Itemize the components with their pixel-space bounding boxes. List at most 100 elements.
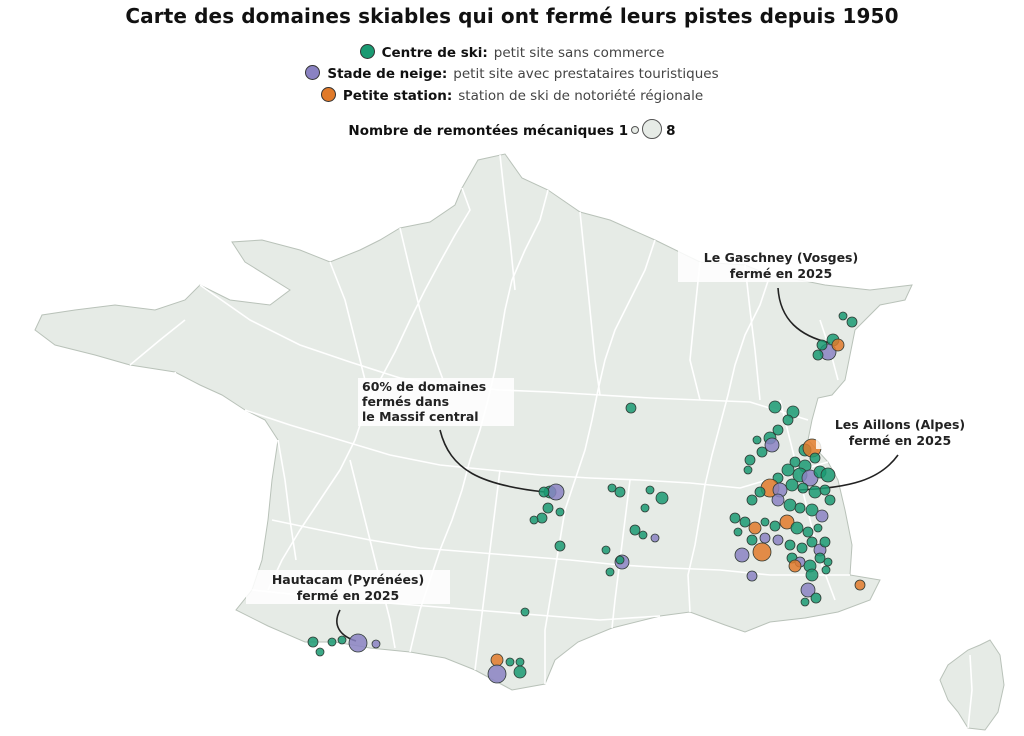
centre-de-ski-marker: [805, 503, 819, 517]
centre-de-ski-marker: [821, 565, 831, 575]
centre-de-ski-marker: [327, 637, 337, 647]
centre-de-ski-marker: [538, 486, 550, 498]
stade-de-neige-marker: [547, 483, 565, 501]
annotation-hautacam-line2: fermé en 2025: [297, 588, 399, 603]
centre-de-ski-marker: [814, 552, 826, 564]
legend-item-stade-de-neige: Stade de neige: petit site avec prestatai…: [0, 65, 1024, 82]
department-borders: [129, 154, 973, 729]
centre-de-ski-marker: [536, 512, 548, 524]
centre-de-ski-marker: [555, 507, 565, 517]
centre-de-ski-marker: [796, 542, 808, 554]
massif-leader: [439, 429, 546, 493]
stade-de-neige-marker: [815, 509, 829, 523]
annotation-aillons-line1: Les Aillons (Alpes): [835, 417, 965, 432]
centre-de-ski-marker: [819, 536, 831, 548]
centre-de-ski-marker: [812, 349, 824, 361]
centre-de-ski-marker: [307, 636, 319, 648]
map-title: Carte des domaines skiables qui ont ferm…: [125, 4, 899, 28]
centre-de-ski-marker: [790, 521, 804, 535]
annotation-massif-line3: le Massif central: [362, 409, 479, 424]
centre-de-ski-marker: [823, 557, 833, 567]
legend-description: petit site avec prestataires touristique…: [453, 66, 719, 82]
centre-de-ski-marker: [752, 435, 762, 445]
legend-description: station de ski de notoriété régionale: [458, 88, 704, 104]
centre-de-ski-marker: [789, 456, 801, 468]
centre-de-ski-marker: [629, 524, 641, 536]
petite-station-marker: [831, 338, 845, 352]
legend-label: Petite station:: [342, 88, 453, 104]
centre-de-ski-marker: [729, 512, 741, 524]
centre-de-ski-marker: [820, 467, 836, 483]
petite-station-marker: [752, 542, 772, 562]
stade-de-neige-marker: [371, 639, 381, 649]
annotation-massif-line1: 60% de domaines: [362, 379, 486, 394]
centre-de-ski-marker: [638, 530, 648, 540]
size-legend-max: 8: [666, 123, 676, 139]
centre-de-ski-marker: [810, 592, 822, 604]
centre-de-ski-marker: [802, 526, 814, 538]
legend-label: Stade de neige:: [327, 66, 448, 82]
size-legend-label: Nombre de remontées mécaniques: [348, 123, 615, 139]
legend-item-centre-de-ski: Centre de ski: petit site sans commerce: [0, 44, 1024, 61]
centre-de-ski-marker: [754, 486, 766, 498]
centre-de-ski-marker: [784, 539, 796, 551]
centre-de-ski-marker: [739, 516, 751, 528]
centre-de-ski-marker: [743, 465, 753, 475]
stade-de-neige-marker: [771, 493, 785, 507]
annotation-gaschney: Le Gaschney (Vosges) fermé en 2025: [678, 248, 884, 282]
centre-de-ski-marker: [808, 485, 822, 499]
centre-de-ski-marker: [733, 527, 743, 537]
stade-de-neige-marker: [746, 570, 758, 582]
centre-de-ski-marker: [809, 452, 821, 464]
annotation-aillons-line2: fermé en 2025: [849, 433, 951, 448]
centre-de-ski-marker: [520, 607, 530, 617]
annotation-massif-line2: fermés dans: [362, 394, 449, 409]
petite-station-marker: [854, 579, 866, 591]
petite-station-marker: [748, 521, 762, 535]
centre-de-ski-marker: [824, 494, 836, 506]
centre-de-ski-marker: [645, 485, 655, 495]
stade-de-neige-marker: [759, 532, 771, 544]
legend-swatch-station: [320, 87, 336, 102]
stade-de-neige-marker: [487, 664, 507, 684]
centre-de-ski-marker: [640, 503, 650, 513]
annotation-gaschney-line2: fermé en 2025: [730, 266, 832, 281]
centre-de-ski-marker: [513, 665, 527, 679]
centre-de-ski-marker: [756, 446, 768, 458]
size-large-circle-icon: [642, 119, 663, 139]
petite-station-marker: [779, 514, 795, 530]
centre-de-ski-marker: [605, 567, 615, 577]
centre-de-ski-marker: [744, 454, 756, 466]
centre-de-ski-marker: [846, 316, 858, 328]
annotation-hautacam-line1: Hautacam (Pyrénées): [272, 572, 424, 587]
centre-de-ski-marker: [746, 494, 758, 506]
centre-de-ski-marker: [794, 502, 806, 514]
centre-de-ski-marker: [800, 597, 810, 607]
centre-de-ski-marker: [819, 484, 831, 496]
centre-de-ski-marker: [813, 523, 823, 533]
centre-de-ski-marker: [614, 486, 626, 498]
legend-swatch-stade: [305, 65, 321, 80]
centre-de-ski-marker: [768, 400, 782, 414]
centre-de-ski-marker: [783, 498, 797, 512]
centre-de-ski-marker: [529, 515, 539, 525]
centre-de-ski-marker: [315, 647, 325, 657]
centre-de-ski-marker: [782, 414, 794, 426]
centre-de-ski-marker: [785, 478, 799, 492]
stade-de-neige-marker: [734, 547, 750, 563]
centre-de-ski-marker: [554, 540, 566, 552]
stade-de-neige-marker: [772, 534, 784, 546]
centre-de-ski-marker: [655, 491, 669, 505]
petite-station-marker: [490, 653, 504, 667]
centre-de-ski-marker: [746, 534, 758, 546]
stade-de-neige-marker: [348, 633, 368, 653]
centre-de-ski-marker: [607, 483, 617, 493]
centre-de-ski-marker: [769, 520, 781, 532]
centre-de-ski-marker: [805, 568, 819, 582]
annotation-aillons: Les Aillons (Alpes) fermé en 2025: [816, 415, 984, 449]
size-small-circle-icon: [631, 126, 640, 134]
centre-de-ski-marker: [615, 555, 625, 565]
ski-domain-markers: [307, 311, 866, 684]
legend-swatch-centre: [359, 44, 375, 59]
